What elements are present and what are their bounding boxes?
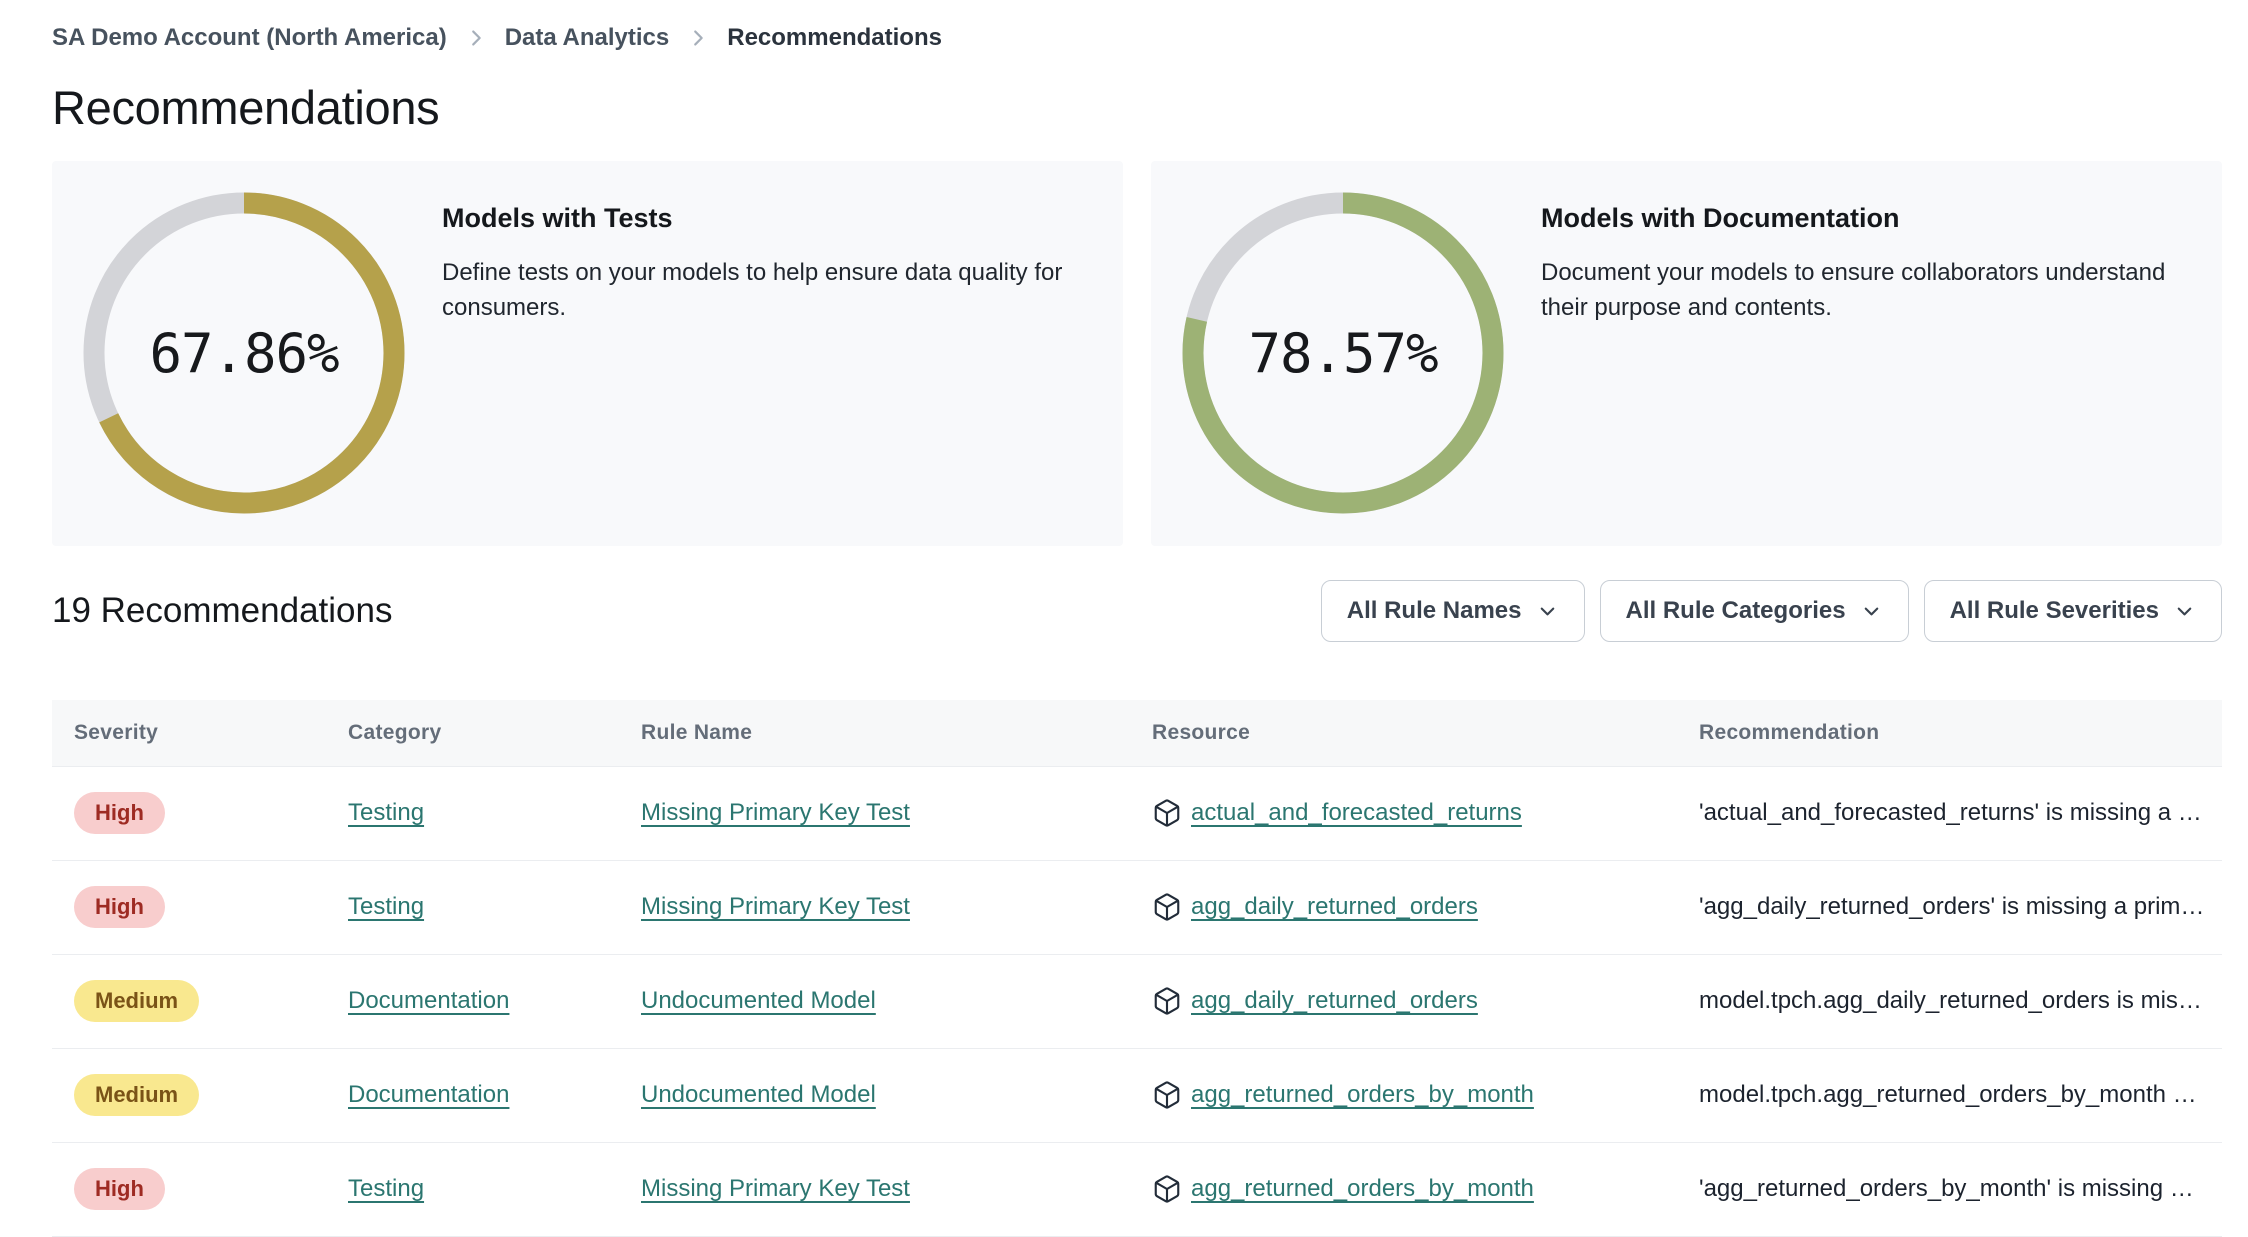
model-cube-icon [1154, 1175, 1180, 1203]
column-header-recommendation: Recommendation [1677, 700, 2222, 766]
breadcrumb: SA Demo Account (North America) Data Ana… [52, 24, 2222, 52]
resource-link[interactable]: agg_returned_orders_by_month [1191, 1175, 1534, 1202]
rule-name-link[interactable]: Missing Primary Key Test [641, 1175, 910, 1202]
breadcrumb-item[interactable]: SA Demo Account (North America) [52, 24, 447, 51]
column-header-rule-name: Rule Name [619, 700, 1130, 766]
recommendations-count-heading: 19 Recommendations [52, 591, 393, 630]
filter-dropdown-label: All Rule Categories [1625, 597, 1846, 624]
table-row: High Testing Missing Primary Key Test ag… [52, 859, 2222, 954]
card-title: Models with Documentation [1541, 203, 1900, 233]
resource-link[interactable]: agg_daily_returned_orders [1191, 893, 1478, 920]
models-with-documentation-card: 78.57% Models with Documentation Documen… [1151, 161, 2222, 546]
table-row: High Testing Missing Primary Key Test ac… [52, 765, 2222, 860]
category-link[interactable]: Testing [348, 799, 425, 826]
recommendation-text: 'agg_daily_returned_orders' is missing a… [1699, 893, 2205, 920]
documentation-donut-chart: 78.57% [1181, 191, 1505, 515]
filter-bar: All Rule Names All Rule Categories All R… [1320, 580, 2222, 642]
severity-badge: Medium [74, 1073, 200, 1117]
filter-dropdown[interactable]: All Rule Severities [1923, 580, 2222, 642]
column-header-category: Category [326, 700, 619, 766]
category-link[interactable]: Documentation [348, 987, 510, 1014]
model-cube-icon [1154, 1081, 1180, 1109]
breadcrumb-item: Recommendations [727, 24, 942, 51]
filter-dropdown-label: All Rule Severities [1949, 597, 2159, 624]
severity-badge: High [74, 1167, 165, 1211]
recommendations-table: Severity Category Rule Name Resource Rec… [52, 700, 2222, 1237]
chevron-down-icon [1540, 607, 1554, 615]
page-title: Recommendations [52, 81, 440, 134]
chevron-right-icon [687, 27, 709, 49]
chevron-right-icon [465, 27, 487, 49]
model-cube-icon [1154, 799, 1180, 827]
filter-dropdown[interactable]: All Rule Names [1320, 580, 1585, 642]
table-row: Medium Documentation Undocumented Model … [52, 953, 2222, 1048]
severity-badge: High [74, 791, 165, 835]
severity-badge: High [74, 885, 165, 929]
card-title: Models with Tests [442, 203, 673, 233]
recommendation-text: model.tpch.agg_daily_returned_orders is … [1699, 987, 2202, 1014]
recommendation-text: 'agg_returned_orders_by_month' is missin… [1699, 1175, 2194, 1202]
breadcrumb-item[interactable]: Data Analytics [504, 24, 670, 51]
category-link[interactable]: Testing [348, 1175, 425, 1202]
recommendation-text: model.tpch.agg_returned_orders_by_month … [1699, 1081, 2197, 1108]
filter-dropdown[interactable]: All Rule Categories [1599, 580, 1909, 642]
card-description: Define tests on your models to help ensu… [442, 259, 1063, 321]
documentation-percent-value: 78.57% [1248, 321, 1438, 385]
rule-name-link[interactable]: Undocumented Model [641, 987, 876, 1014]
models-with-tests-card: 67.86% Models with Tests Define tests on… [52, 161, 1123, 546]
card-description: Document your models to ensure collabora… [1541, 259, 2166, 321]
rule-name-link[interactable]: Missing Primary Key Test [641, 799, 910, 826]
resource-link[interactable]: agg_daily_returned_orders [1191, 987, 1478, 1014]
rule-name-link[interactable]: Undocumented Model [641, 1081, 876, 1108]
table-row: High Testing Missing Primary Key Test ag… [52, 1141, 2222, 1237]
resource-link[interactable]: agg_returned_orders_by_month [1191, 1081, 1534, 1108]
category-link[interactable]: Documentation [348, 1081, 510, 1108]
chevron-down-icon [1864, 607, 1878, 615]
category-link[interactable]: Testing [348, 893, 425, 920]
column-header-severity: Severity [52, 700, 326, 766]
tests-percent-value: 67.86% [149, 321, 339, 385]
resource-link[interactable]: actual_and_forecasted_returns [1191, 799, 1522, 826]
column-header-resource: Resource [1130, 700, 1677, 766]
tests-donut-chart: 67.86% [82, 191, 406, 515]
rule-name-link[interactable]: Missing Primary Key Test [641, 893, 910, 920]
severity-badge: Medium [74, 979, 200, 1023]
filter-dropdown-label: All Rule Names [1346, 597, 1522, 624]
model-cube-icon [1154, 987, 1180, 1015]
table-row: Medium Documentation Undocumented Model … [52, 1047, 2222, 1142]
summary-cards: 67.86% Models with Tests Define tests on… [52, 161, 2222, 546]
recommendation-text: 'actual_and_forecasted_returns' is missi… [1699, 799, 2202, 826]
table-body: High Testing Missing Primary Key Test ac… [52, 765, 2222, 1237]
chevron-down-icon [2177, 607, 2192, 615]
model-cube-icon [1154, 893, 1180, 921]
